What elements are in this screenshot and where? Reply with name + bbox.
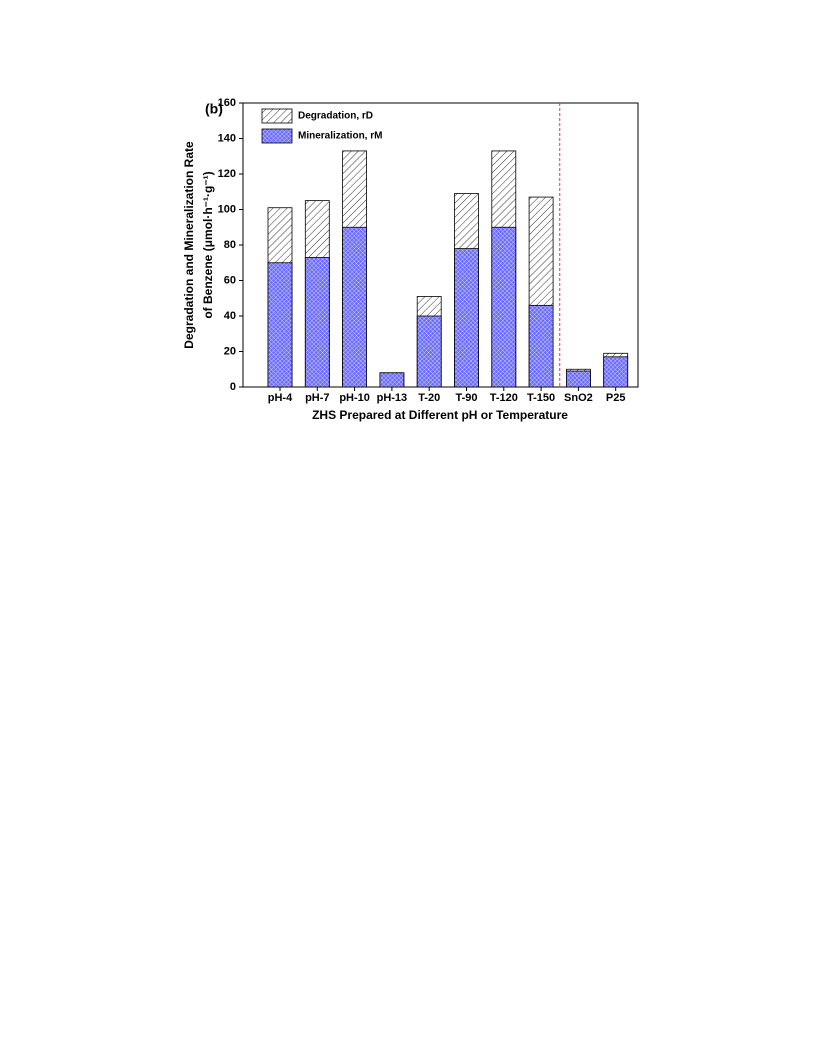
x-tick-label: T-120 — [490, 392, 518, 404]
legend-label: Degradation, rD — [298, 111, 373, 122]
bar — [566, 370, 591, 388]
bar — [342, 226, 368, 388]
y-tick-label: 40 — [224, 310, 236, 322]
x-axis-label: ZHS Prepared at Different pH or Temperat… — [312, 408, 568, 422]
x-tick-label: T-150 — [527, 392, 555, 404]
y-tick-label: 120 — [218, 168, 236, 180]
x-tick-label: pH-7 — [305, 392, 329, 404]
panel-label: (b) — [205, 101, 223, 117]
bar — [267, 262, 293, 388]
bar — [304, 257, 330, 388]
bar — [528, 304, 554, 388]
y-tick-label: 60 — [224, 274, 236, 286]
y-tick-label: 160 — [218, 97, 236, 109]
y-axis-label: of Benzene (μmol·h⁻¹·g⁻¹) — [201, 171, 215, 318]
x-tick-label: pH-13 — [377, 392, 408, 404]
y-tick-label: 0 — [230, 381, 236, 393]
x-tick-label: T-20 — [418, 392, 440, 404]
bar — [491, 226, 517, 388]
x-tick-label: T-90 — [455, 392, 477, 404]
x-tick-label: pH-4 — [268, 392, 293, 404]
x-tick-label: pH-10 — [339, 392, 370, 404]
legend-swatch — [261, 128, 293, 144]
y-tick-label: 20 — [224, 345, 236, 357]
legend-label: Mineralization, rM — [298, 131, 382, 142]
y-axis-label: Degradation and Mineralization Rate — [182, 141, 196, 349]
x-tick-label: SnO2 — [564, 392, 593, 404]
y-tick-label: 140 — [218, 132, 236, 144]
y-tick-label: 80 — [224, 239, 236, 251]
y-tick-label: 100 — [218, 203, 236, 215]
bar — [603, 356, 629, 388]
legend-swatch — [261, 108, 293, 124]
x-tick-label: P25 — [606, 392, 626, 404]
bar — [454, 248, 479, 388]
bar — [416, 315, 442, 388]
bar — [379, 372, 405, 388]
